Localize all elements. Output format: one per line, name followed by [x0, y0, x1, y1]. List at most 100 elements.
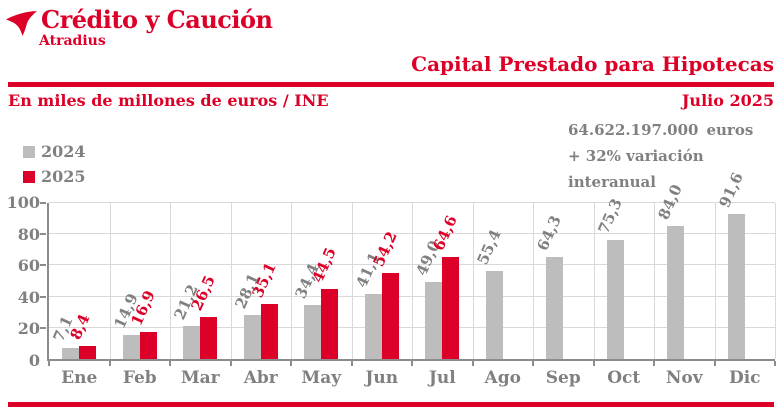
- bar-2024-sep: [546, 257, 564, 359]
- gridline-v: [472, 203, 474, 359]
- bar-2025-jul: [442, 256, 460, 359]
- bar-2025-may: [321, 288, 339, 359]
- x-axis-label: Mar: [180, 368, 220, 388]
- y-tick-mark: [40, 295, 46, 298]
- bar-2024-abr: [243, 314, 261, 359]
- legend-swatch-2025: [23, 170, 35, 183]
- unit-label: En miles de millones de euros / INE: [8, 91, 329, 110]
- x-axis-label: May: [301, 368, 342, 388]
- legend-item-2025: 2025: [23, 164, 86, 189]
- gridline-v: [109, 203, 111, 359]
- x-axis-label: Oct: [607, 368, 641, 388]
- y-tick-label: 20: [17, 319, 40, 339]
- x-tick-mark: [653, 361, 655, 366]
- y-tick-label: 100: [6, 193, 40, 212]
- x-axis-label: Ene: [61, 368, 98, 388]
- bar-value-label: 54,2: [369, 229, 401, 270]
- x-axis-label: Nov: [665, 368, 703, 388]
- stats-variation-line: + 32% variación interanual: [568, 147, 704, 191]
- x-axis-label: Jun: [365, 368, 399, 388]
- gridline-v: [775, 203, 776, 359]
- legend-item-2024: 2024: [23, 139, 86, 164]
- gridline-v: [412, 203, 413, 359]
- y-tick-label: 40: [17, 287, 40, 307]
- gridline-v: [654, 203, 655, 359]
- amount-value: 64.622.197.000: [568, 121, 699, 139]
- brand-bird-icon: [6, 11, 37, 36]
- x-tick-mark: [713, 361, 716, 366]
- month-group-mar: Mar 21,2 26,5: [170, 203, 231, 388]
- x-axis-label: Jul: [428, 368, 456, 388]
- x-tick-mark: [108, 361, 111, 366]
- top-divider: [8, 82, 774, 87]
- gridline-v: [291, 203, 292, 359]
- month-group-jun: Jun 41,1 54,2: [352, 203, 413, 388]
- gridline-v: [533, 203, 534, 359]
- gridline-v: [351, 203, 353, 359]
- bar-value-label: 64,6: [429, 212, 462, 254]
- legend-label-2024: 2024: [41, 142, 86, 161]
- plot-area: Ene 7,1 8,4 Feb 14,9 16,9 Mar 21,2 26,5 Abr 28,1 35…: [40, 170, 776, 388]
- bar-value-label: 8,4: [66, 310, 94, 343]
- month-group-oct: Oct 75,3: [594, 196, 655, 388]
- bar-2024-mar: [183, 325, 201, 359]
- month-group-feb: Feb 14,9 16,9: [110, 203, 171, 388]
- page-title: Capital Prestado para Hipotecas: [411, 52, 774, 76]
- x-tick-mark: [532, 361, 534, 366]
- bar-value-label: 26,5: [187, 272, 220, 314]
- brand-name: Crédito y Caución: [41, 5, 273, 34]
- x-tick-mark: [411, 361, 413, 366]
- y-tick-label: 0: [28, 351, 40, 370]
- month-group-ago: Ago 55,4: [473, 203, 534, 388]
- bottom-divider: [8, 402, 774, 407]
- y-axis: 0 20 40 60 80 100: [0, 195, 40, 369]
- month-group-abr: Abr 28,1 35,1: [231, 203, 292, 388]
- bar-2025-mar: [200, 317, 218, 359]
- period-label: Julio 2025: [681, 91, 774, 110]
- x-axis-label: Feb: [122, 368, 157, 388]
- month-group-sep: Sep 64,3: [533, 203, 594, 388]
- x-axis-label: Ago: [484, 368, 521, 388]
- x-tick-mark: [592, 361, 595, 366]
- bar-2024-jun: [364, 294, 382, 359]
- legend-label-2025: 2025: [41, 167, 86, 186]
- month-group-ene: Ene 7,1 8,4: [49, 203, 110, 388]
- x-tick-mark: [471, 361, 474, 366]
- x-tick-mark: [774, 361, 776, 366]
- y-tick-label: 60: [17, 256, 40, 276]
- x-tick-mark: [169, 361, 171, 366]
- bar-2024-oct: [606, 240, 624, 359]
- x-tick-mark: [48, 361, 50, 366]
- brand-subname: Atradius: [39, 33, 106, 49]
- month-group-may: May 34,4 44,5: [291, 203, 352, 388]
- month-group-dic: Dic 91,6: [715, 170, 776, 388]
- y-tick-label: 80: [17, 224, 40, 244]
- bar-value-label: 35,1: [248, 259, 280, 300]
- y-tick-mark: [40, 202, 46, 204]
- bar-2025-feb: [139, 332, 157, 359]
- x-axis-label: Abr: [243, 368, 278, 388]
- bar-2025-ene: [79, 345, 97, 359]
- stats-amount-line: 64.622.197.000 euros: [568, 117, 782, 143]
- gridline-v: [593, 203, 595, 359]
- bar-2024-feb: [122, 335, 140, 359]
- bar-2024-dic: [727, 214, 745, 359]
- bar-2024-nov: [667, 226, 685, 359]
- gridline-v: [714, 203, 716, 359]
- gridline-h: [49, 202, 775, 203]
- gridline-v: [170, 203, 171, 359]
- month-group-nov: Nov 84,0: [654, 182, 715, 388]
- x-tick-mark: [290, 361, 292, 366]
- y-tick-mark: [40, 264, 46, 267]
- bar-value-label: 75,3: [594, 195, 626, 237]
- gridline-v: [230, 203, 232, 359]
- bar-2024-jul: [425, 281, 443, 359]
- amount-unit: euros: [706, 121, 754, 139]
- bar-2025-jun: [381, 273, 399, 359]
- bar-value-label: 64,3: [533, 213, 566, 254]
- bar-2024-may: [304, 304, 322, 359]
- x-tick-mark: [229, 361, 232, 366]
- month-group-jul: Jul 49,0 64,6: [412, 203, 473, 388]
- legend-swatch-2024: [23, 145, 35, 158]
